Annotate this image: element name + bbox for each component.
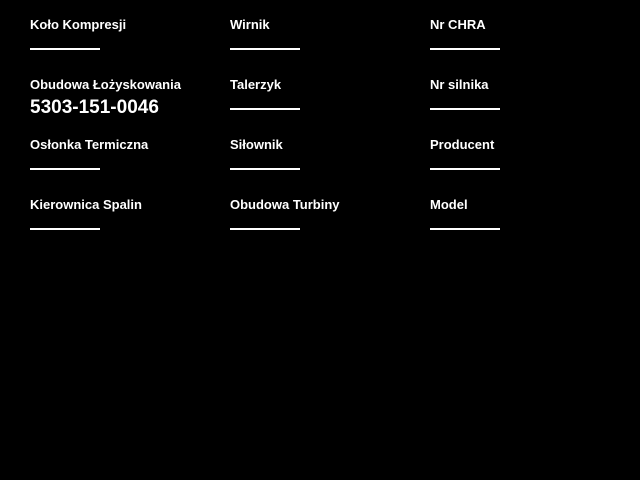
text-input-line[interactable]: [30, 48, 100, 50]
text-input-line[interactable]: [230, 228, 300, 230]
field-wirnik: Wirnik: [230, 18, 430, 78]
field-obudowa-turbiny: Obudowa Turbiny: [230, 198, 430, 258]
text-input-line[interactable]: [230, 48, 300, 50]
field-label: Wirnik: [230, 17, 270, 32]
text-input-line[interactable]: [430, 228, 500, 230]
field-label: Producent: [430, 137, 495, 152]
text-input-line[interactable]: [30, 168, 100, 170]
field-kierownica-spalin: Kierownica Spalin: [30, 198, 230, 258]
field-label: Siłownik: [230, 137, 283, 152]
field-label: Model: [430, 197, 468, 212]
field-silownik: Siłownik: [230, 138, 430, 198]
field-label: Kierownica Spalin: [30, 197, 142, 212]
text-input-line[interactable]: [230, 168, 300, 170]
text-input-line[interactable]: [30, 228, 100, 230]
field-label: Obudowa Turbiny: [230, 197, 340, 212]
field-model: Model: [430, 198, 630, 258]
field-label: Nr silnika: [430, 77, 489, 92]
text-input-line[interactable]: [430, 48, 500, 50]
field-kolo-kompresji: Koło Kompresji: [30, 18, 230, 78]
text-input-line[interactable]: [430, 108, 500, 110]
field-talerzyk: Talerzyk: [230, 78, 430, 138]
field-producent: Producent: [430, 138, 630, 198]
field-label: Talerzyk: [230, 77, 282, 92]
field-label: Koło Kompresji: [30, 17, 127, 32]
parts-form: Koło Kompresji Wirnik Nr CHRA Obudowa Ło…: [30, 18, 630, 258]
field-label: Osłonka Termiczna: [30, 137, 149, 152]
text-input-line[interactable]: [230, 108, 300, 110]
field-oslonka-termiczna: Osłonka Termiczna: [30, 138, 230, 198]
text-input-line[interactable]: [430, 168, 500, 170]
field-label: Nr CHRA: [430, 17, 486, 32]
field-label: Obudowa Łożyskowania: [30, 77, 181, 92]
field-nr-silnika: Nr silnika: [430, 78, 630, 138]
field-obudowa-lozyskowania: Obudowa Łożyskowania 5303-151-0046: [30, 78, 230, 138]
field-value[interactable]: 5303-151-0046: [30, 97, 159, 118]
field-nr-chra: Nr CHRA: [430, 18, 630, 78]
